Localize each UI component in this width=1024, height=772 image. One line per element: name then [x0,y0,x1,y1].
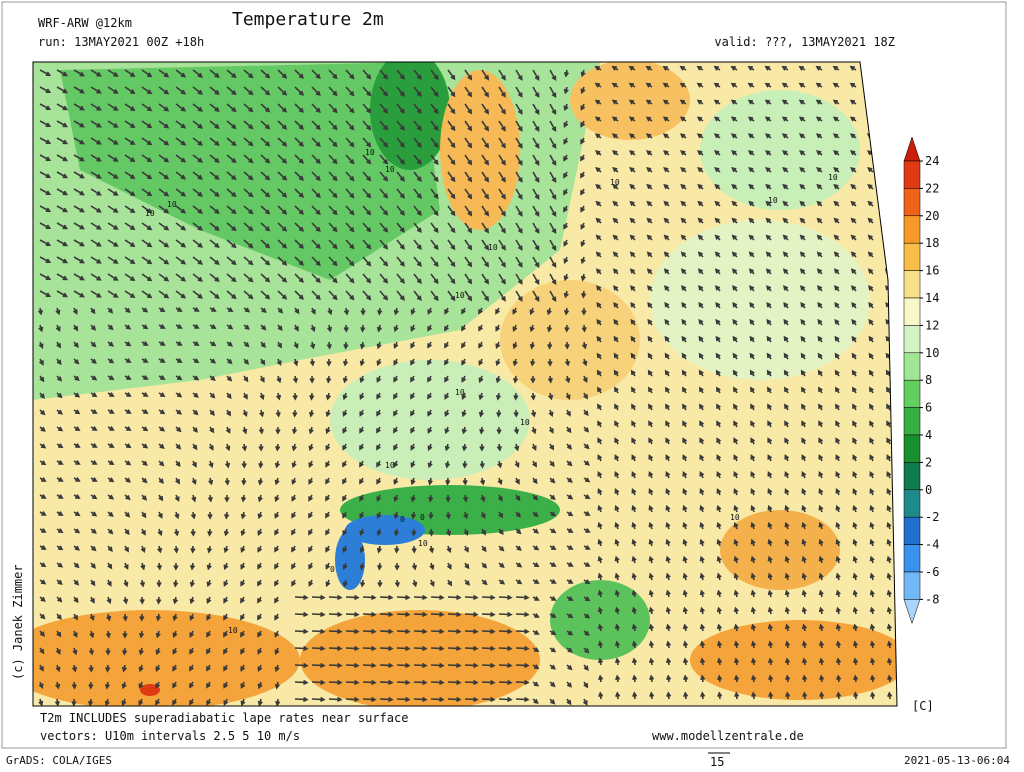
contour-label: 10 [768,196,778,205]
software: GrADS: COLA/IGES [6,754,112,767]
contour-label: 10 [385,165,395,174]
colorbar-label: 8 [925,373,932,387]
colorbar-label: 10 [925,346,939,360]
wind-arrows [37,65,893,706]
colorbar-label: 24 [925,154,939,168]
colorbar-label: -2 [925,510,939,524]
colorbar-segment [903,325,921,354]
colorbar-cap [903,599,921,625]
contour-label: 10 [828,173,838,182]
colorbar-label: 4 [925,428,932,442]
colorbar-segment [903,571,921,600]
model-label: WRF-ARW @12km [38,16,132,30]
colorbar-segment [903,544,921,573]
reference-vector: 15 [710,755,724,768]
contour-label: 10 [520,418,530,427]
colorbar-segment [903,379,921,408]
vector-note: vectors: U10m intervals 2.5 5 10 m/s [40,729,300,743]
colorbar-segment [903,516,921,545]
colorbar-label: 12 [925,318,939,332]
credit: (c) Janek Zimmer [11,564,25,680]
colorbar-segment [903,215,921,244]
colorbar-label: 20 [925,209,939,223]
title: Temperature 2m [232,9,384,30]
contour-label: 10 [385,461,395,470]
colorbar-label: -6 [925,565,939,579]
colorbar-label: 0 [925,483,932,497]
colorbar-segment [903,188,921,217]
contour-label: 10 [145,209,155,218]
website: www.modellzentrale.de [652,729,804,743]
colorbar-segment [903,160,921,189]
colorbar-segment [903,352,921,381]
contour-label: 10 [455,291,465,300]
colorbar-label: 14 [925,291,939,305]
contour-label: 10 [418,539,428,548]
contour-label: 0 [400,515,405,524]
valid-label: valid: ???, 13MAY2021 18Z [714,35,895,49]
colorbar-label: -4 [925,538,939,552]
footnote: T2m INCLUDES superadiabatic lape rates n… [40,711,408,725]
colorbar-label: -8 [925,592,939,606]
colorbar-label: 18 [925,236,939,250]
contour-label: 10 [365,148,375,157]
colorbar-segment [903,462,921,491]
contour-label: 10 [610,178,620,187]
contour-label: 0 [420,513,425,522]
contour-label: 0 [330,565,335,574]
colorbar-label: 6 [925,401,932,415]
timestamp: 2021-05-13-06:04 [904,754,1010,767]
map-border [32,61,898,707]
contour-label: 10 [167,200,177,209]
colorbar-label: 2 [925,455,932,469]
colorbar-segment [903,489,921,518]
colorbar-segment [903,434,921,463]
wind-vectors: 10 10 10 10 10 10 10 10 10 10 10 10 10 10 10 0 0 0 [37,65,893,706]
colorbar-segment [903,242,921,271]
colorbar-label: 22 [925,181,939,195]
run-label: run: 13MAY2021 00Z +18h [38,35,204,49]
colorbar-segment [903,407,921,436]
unit-label: [C] [912,699,934,713]
colorbar-label: 16 [925,264,939,278]
temperature-field [33,62,897,706]
colorbar-segment [903,297,921,326]
contour-label: 10 [455,388,465,397]
contour-label: 10 [730,513,740,522]
colorbar-segment [903,270,921,299]
contour-label: 10 [228,626,238,635]
contour-label: 10 [488,243,498,252]
